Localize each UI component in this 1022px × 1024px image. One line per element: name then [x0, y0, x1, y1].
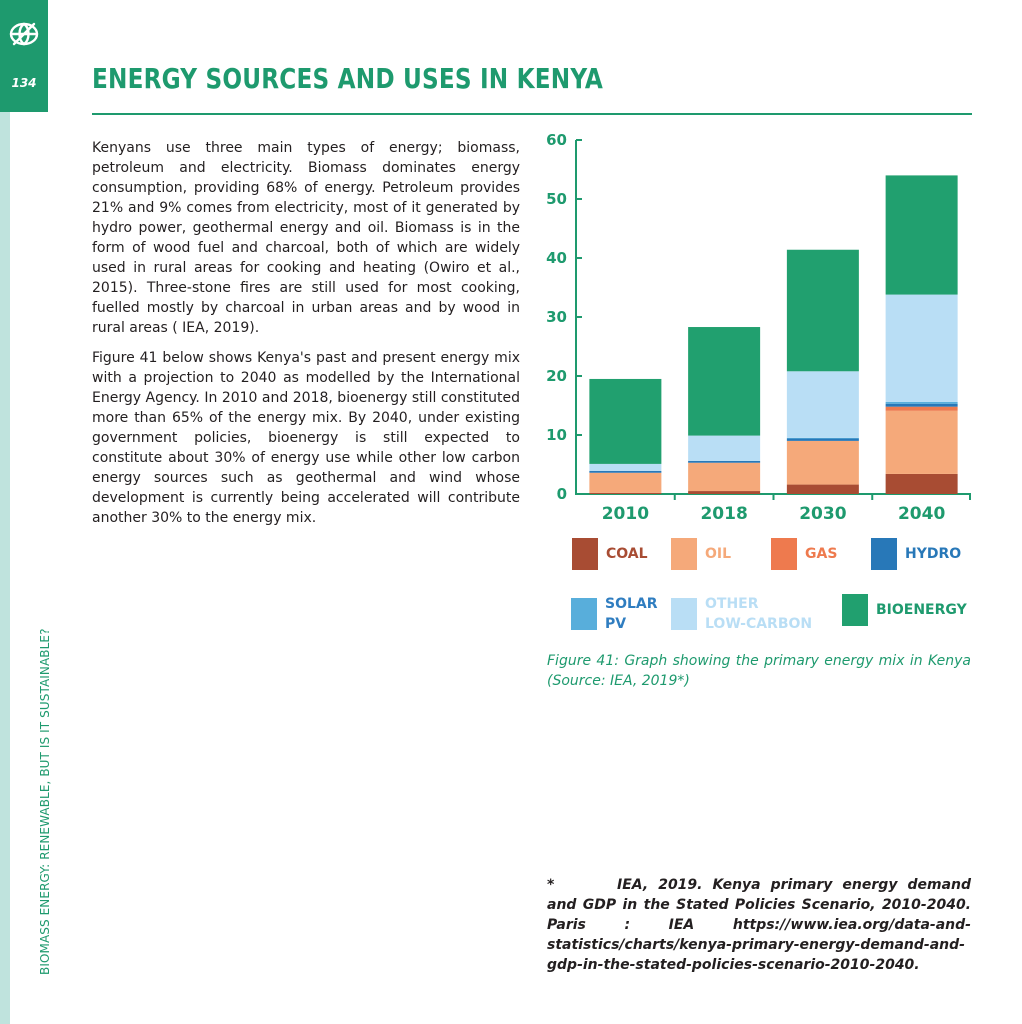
bar-segment-other: [786, 371, 859, 438]
bar-segment-bioenergy: [589, 378, 662, 464]
legend-swatch: [572, 538, 598, 570]
legend-swatch: [842, 594, 868, 626]
x-tick-label: 2018: [700, 504, 747, 524]
bar-segment-hydro: [688, 460, 761, 463]
bar-segment-other: [589, 463, 662, 471]
bar-segment-hydro: [589, 470, 662, 473]
legend-swatch: [671, 598, 697, 630]
bar-segment-coal: [589, 492, 662, 494]
legend-item: BIOENERGY: [842, 594, 967, 626]
legend-label: SOLAR PV: [605, 596, 658, 632]
x-tick-label: 2010: [602, 504, 649, 524]
bar-segment-oil: [688, 462, 761, 492]
bar-segment-solar: [786, 437, 859, 439]
legend-swatch: [671, 538, 697, 570]
bar-segment-other: [688, 435, 761, 461]
bar-segment-oil: [885, 410, 958, 474]
bar-segment-hydro: [885, 403, 958, 407]
page-title: ENERGY SOURCES AND USES IN KENYA: [92, 62, 604, 95]
legend-item: SOLAR PV: [571, 594, 658, 634]
bar-segment-bioenergy: [786, 249, 859, 372]
bar-segment-bioenergy: [688, 327, 761, 436]
legend-label: OTHER LOW-CARBON: [705, 596, 813, 632]
legend-label: HYDRO: [905, 546, 962, 562]
legend-item: GAS: [771, 538, 837, 570]
bar-segment-solar: [885, 401, 958, 404]
legend-label: GAS: [805, 546, 838, 562]
y-tick-label: 60: [546, 131, 567, 149]
title-divider: [92, 113, 972, 115]
bar-segment-bioenergy: [885, 175, 958, 295]
footnote: * IEA, 2019. Kenya primary energy demand …: [547, 875, 971, 975]
legend-swatch: [871, 538, 897, 570]
bar-segment-coal: [786, 484, 859, 494]
x-tick-label: 2040: [898, 504, 945, 524]
y-tick-label: 50: [546, 190, 567, 208]
bar-segment-oil: [589, 472, 662, 493]
legend-item: HYDRO: [871, 538, 961, 570]
y-tick-label: 10: [546, 426, 567, 444]
legend-label: OIL: [705, 546, 732, 562]
legend-swatch: [771, 538, 797, 570]
page-number: 134: [11, 76, 37, 90]
y-tick-label: 40: [546, 249, 567, 267]
body-paragraph: Figure 41 below shows Kenya's past and p…: [92, 350, 520, 526]
footnote-text: IEA, 2019. Kenya primary energy demand a…: [547, 877, 971, 973]
legend-label: BIOENERGY: [876, 602, 967, 618]
sidebar-header-block: [0, 0, 48, 112]
section-label: BIOMASS ENERGY: RENEWABLE, BUT IS IT SUS…: [38, 628, 52, 975]
x-tick-label: 2030: [799, 504, 846, 524]
globe-leaf-icon: [9, 22, 39, 46]
bar-segment-other: [885, 294, 958, 402]
body-text: Kenyans use three main types of energy; …: [92, 138, 520, 538]
legend-item: OTHER LOW-CARBON: [671, 594, 812, 634]
legend-label: COAL: [606, 546, 648, 562]
bar-segment-gas: [885, 406, 958, 411]
sidebar-strip: [0, 112, 10, 1024]
bar-segment-coal: [688, 491, 761, 494]
bar-segment-hydro: [786, 438, 859, 441]
y-tick-label: 0: [557, 485, 567, 503]
legend-item: COAL: [572, 538, 648, 570]
body-paragraph: Kenyans use three main types of energy; …: [92, 140, 520, 336]
figure-caption: Figure 41: Graph showing the primary ene…: [547, 653, 971, 689]
y-tick-label: 20: [546, 367, 567, 385]
bar-segment-oil: [786, 440, 859, 485]
legend-swatch: [571, 598, 597, 630]
y-tick-label: 30: [546, 308, 567, 326]
bar-segment-coal: [885, 473, 958, 494]
legend-item: OIL: [671, 538, 731, 570]
footnote-mark: *: [547, 877, 555, 893]
